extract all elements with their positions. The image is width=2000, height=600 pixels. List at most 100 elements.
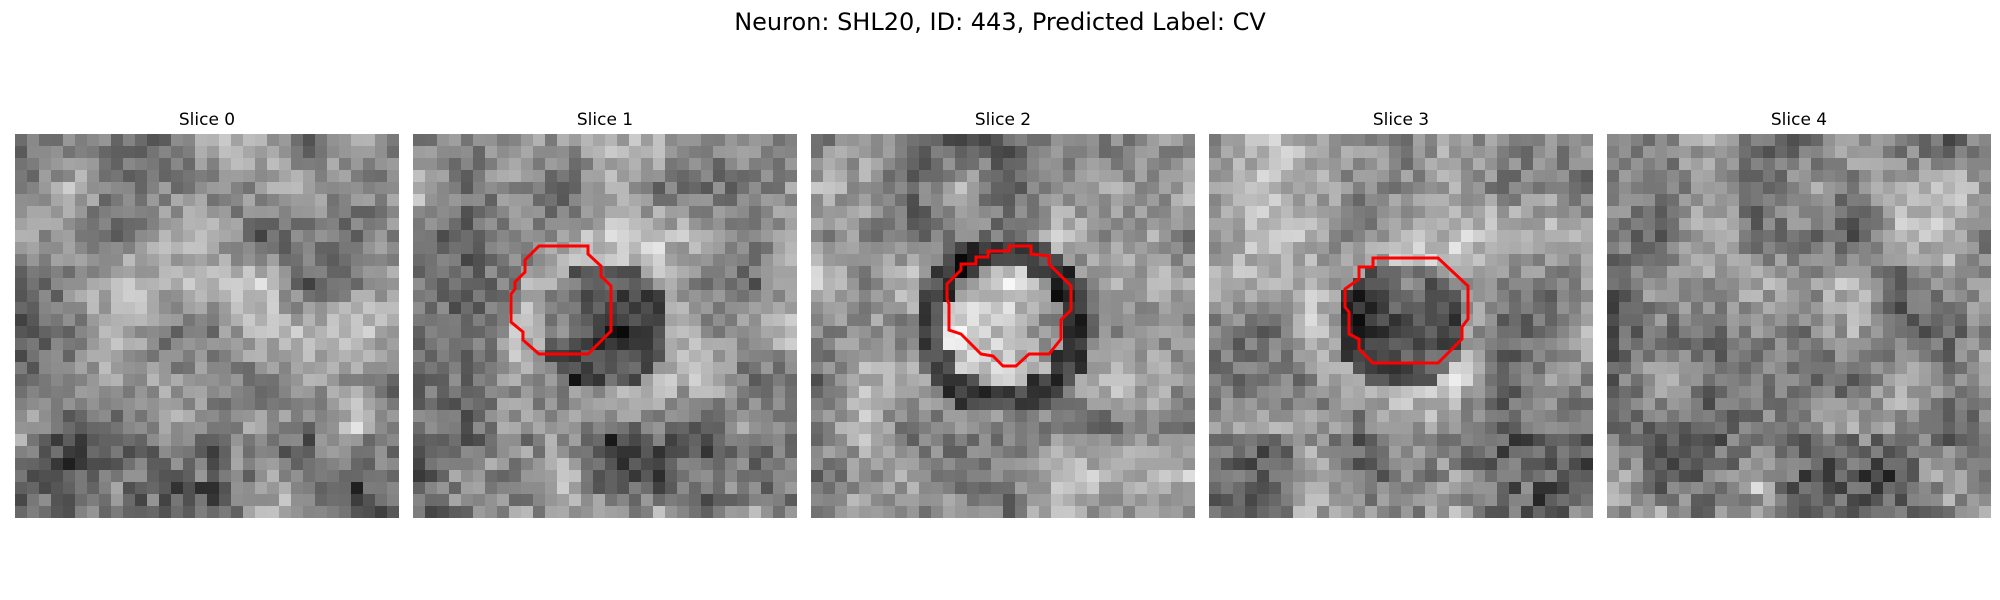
pixel-cell [1581, 446, 1593, 459]
pixel-cell [919, 314, 932, 327]
pixel-cell [1473, 422, 1486, 435]
pixel-cell [653, 242, 666, 255]
pixel-cell [1799, 350, 1812, 363]
pixel-cell [437, 206, 450, 219]
pixel-cell [955, 338, 968, 351]
pixel-cell [701, 362, 714, 375]
pixel-cell [1221, 506, 1234, 518]
pixel-cell [1413, 410, 1426, 423]
pixel-cell [1015, 158, 1028, 171]
pixel-cell [1123, 434, 1136, 447]
pixel-cell [1497, 434, 1510, 447]
pixel-cell [1135, 386, 1148, 399]
pixel-cell [629, 506, 642, 518]
pixel-cell [1221, 446, 1234, 459]
pixel-cell [1655, 422, 1668, 435]
pixel-cell [665, 482, 678, 495]
pixel-cell [279, 218, 292, 231]
pixel-cell [231, 278, 244, 291]
pixel-cell [955, 158, 968, 171]
pixel-cell [473, 302, 486, 315]
pixel-cell [75, 482, 88, 495]
pixel-cell [1027, 182, 1040, 195]
pixel-cell [1715, 302, 1728, 315]
pixel-cell [641, 242, 654, 255]
pixel-cell [1557, 182, 1570, 195]
pixel-cell [521, 494, 534, 507]
pixel-cell [1317, 434, 1330, 447]
pixel-cell [15, 506, 28, 518]
pixel-cell [1353, 494, 1366, 507]
pixel-cell [1655, 146, 1668, 159]
pixel-cell [1039, 386, 1052, 399]
pixel-cell [955, 218, 968, 231]
pixel-cell [473, 194, 486, 207]
pixel-cell [1919, 302, 1932, 315]
pixel-cell [629, 482, 642, 495]
pixel-cell [485, 194, 498, 207]
pixel-cell [1221, 374, 1234, 387]
pixel-cell [1087, 446, 1100, 459]
pixel-cell [883, 458, 896, 471]
pixel-cell [1557, 374, 1570, 387]
pixel-cell [1485, 314, 1498, 327]
pixel-cell [1449, 422, 1462, 435]
pixel-cell [303, 410, 316, 423]
pixel-cell [641, 218, 654, 231]
pixel-cell [883, 278, 896, 291]
pixel-cell [1245, 230, 1258, 243]
pixel-cell [1269, 338, 1282, 351]
pixel-cell [1449, 482, 1462, 495]
pixel-cell [1497, 254, 1510, 267]
pixel-cell [1787, 362, 1800, 375]
pixel-cell [63, 206, 76, 219]
pixel-cell [967, 182, 980, 195]
pixel-cell [123, 458, 136, 471]
pixel-cell [99, 254, 112, 267]
pixel-cell [99, 410, 112, 423]
pixel-cell [1159, 506, 1172, 518]
pixel-cell [1497, 350, 1510, 363]
pixel-cell [1509, 302, 1522, 315]
pixel-cell [75, 254, 88, 267]
pixel-cell [991, 386, 1004, 399]
pixel-cell [991, 194, 1004, 207]
pixel-cell [425, 338, 438, 351]
pixel-cell [1485, 158, 1498, 171]
pixel-cell [557, 386, 570, 399]
pixel-cell [581, 458, 594, 471]
pixel-cell [1123, 470, 1136, 483]
pixel-cell [15, 410, 28, 423]
pixel-cell [243, 158, 256, 171]
pixel-cell [1883, 290, 1896, 303]
pixel-cell [1341, 470, 1354, 483]
pixel-cell [1413, 230, 1426, 243]
pixel-cell [1509, 158, 1522, 171]
pixel-cell [327, 302, 340, 315]
pixel-cell [291, 218, 304, 231]
pixel-cell [449, 254, 462, 267]
pixel-cell [737, 302, 750, 315]
pixel-cell [1111, 386, 1124, 399]
pixel-cell [207, 350, 220, 363]
pixel-cell [931, 362, 944, 375]
pixel-cell [123, 278, 136, 291]
pixel-cell [1159, 146, 1172, 159]
pixel-cell [1655, 374, 1668, 387]
pixel-cell [1171, 230, 1184, 243]
pixel-cell [339, 314, 352, 327]
pixel-cell [1955, 398, 1968, 411]
pixel-cell [351, 506, 364, 518]
pixel-cell [1967, 338, 1980, 351]
pixel-cell [51, 326, 64, 339]
pixel-cell [641, 230, 654, 243]
pixel-cell [677, 290, 690, 303]
pixel-cell [75, 422, 88, 435]
pixel-cell [1835, 434, 1848, 447]
pixel-cell [461, 446, 474, 459]
pixel-cell [1437, 314, 1450, 327]
pixel-cell [749, 182, 762, 195]
pixel-cell [823, 278, 836, 291]
pixel-cell [267, 266, 280, 279]
pixel-cell [1257, 386, 1270, 399]
